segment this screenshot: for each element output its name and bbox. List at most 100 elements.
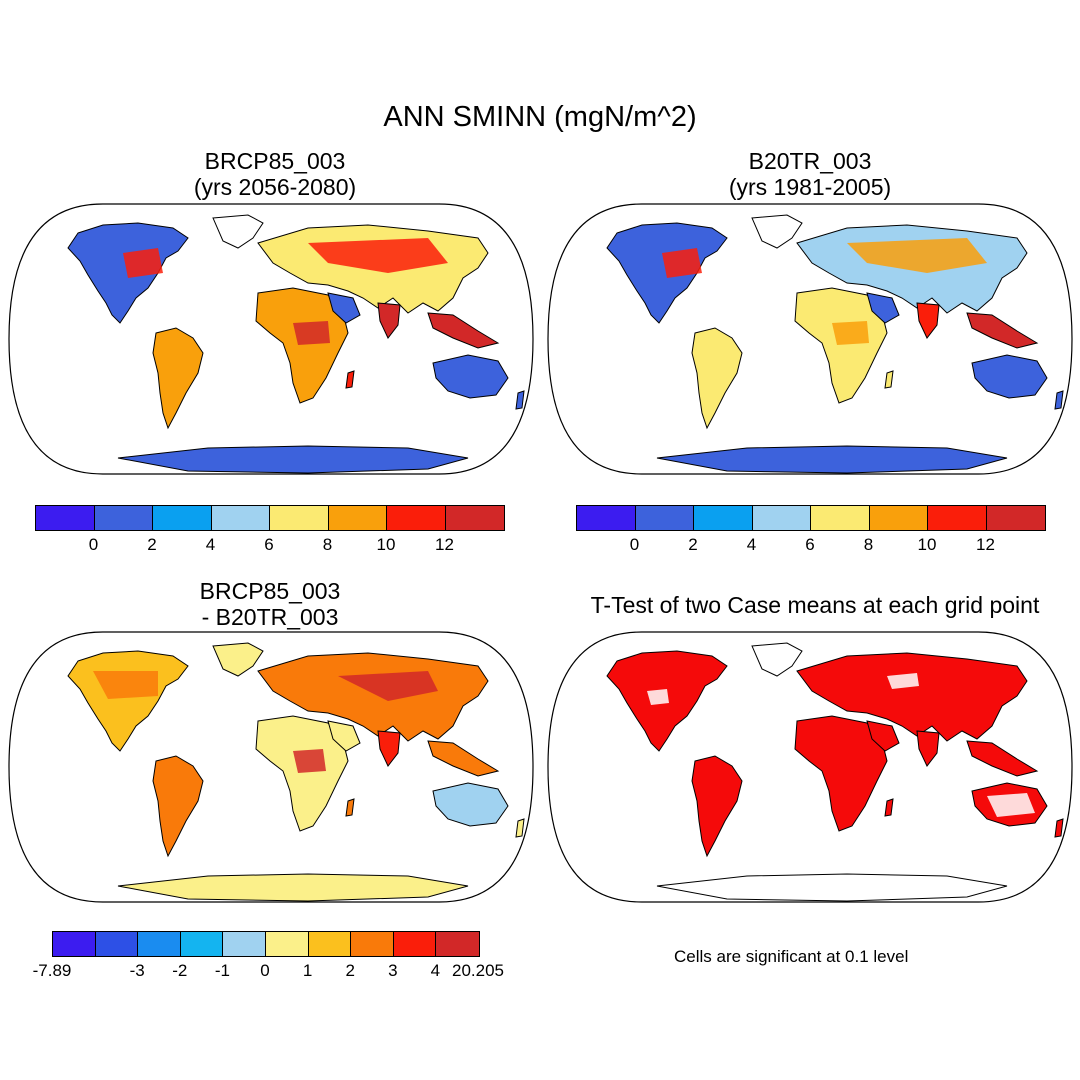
colorbar-panel-3 — [52, 931, 480, 957]
landmass-greenland — [751, 214, 803, 249]
landmass-madagascar — [345, 370, 355, 389]
field-patch-africa — [293, 321, 330, 345]
colorbar-tick-label: 2 — [345, 961, 355, 980]
panel-1-title-line2: (yrs 2056-2080) — [193, 174, 357, 200]
landmass-australia — [432, 782, 509, 827]
field-patch-eurasia — [308, 238, 448, 273]
landmass-nz — [1054, 390, 1064, 410]
colorbar-tick-label: 10 — [376, 535, 396, 554]
colorbar-panel-1 — [35, 505, 505, 531]
colorbar-swatch — [94, 506, 153, 530]
panel-2-title-line1: B20TR_003 — [748, 148, 872, 174]
landmass-nz — [1054, 818, 1064, 838]
colorbar-swatch — [180, 932, 224, 956]
colorbar-swatch — [928, 506, 987, 530]
colorbar-swatch — [577, 506, 636, 530]
colorbar-tick-label: -2 — [172, 961, 188, 980]
colorbar-panel-3-labels: -7.89 -3 -2 -1 0 1 2 3 4 20.205 — [33, 961, 504, 981]
landmass-madagascar — [884, 370, 894, 389]
colorbar-swatch — [635, 506, 694, 530]
colorbar-tick-label: -7.89 — [32, 961, 72, 980]
colorbar-swatch — [986, 506, 1045, 530]
field-patch-namerica — [647, 689, 669, 705]
landmass-australia — [971, 354, 1048, 399]
landmass-antarctica — [117, 873, 469, 902]
landmass-antarctica — [656, 873, 1008, 902]
field-patch-namerica — [123, 248, 163, 278]
panel-4-title: T-Test of two Case means at each grid po… — [555, 592, 1075, 618]
panel-3-title-line2: - B20TR_003 — [201, 604, 339, 630]
landmass-arabia — [866, 292, 900, 324]
colorbar-swatch — [387, 506, 446, 530]
landmass-seasia — [427, 312, 500, 349]
world-map — [547, 203, 1073, 475]
colorbar-swatch — [270, 506, 329, 530]
map-border — [8, 631, 534, 903]
colorbar-swatch — [153, 506, 212, 530]
field-patch-namerica — [93, 671, 158, 699]
map-border — [547, 203, 1073, 475]
colorbar-swatch — [211, 506, 270, 530]
colorbar-tick-label: 20.205 — [452, 961, 504, 980]
landmass-arabia — [327, 292, 361, 324]
colorbar-swatch — [811, 506, 870, 530]
colorbar-tick-label: 1 — [302, 961, 313, 980]
landmass-madagascar — [884, 798, 894, 817]
colorbar-tick-label: 2 — [147, 535, 157, 554]
map-panel-2 — [547, 203, 1073, 475]
colorbar-swatch — [393, 932, 437, 956]
colorbar-swatch — [694, 506, 753, 530]
colorbar-tick-label: -3 — [129, 961, 145, 980]
colorbar-panel-2 — [576, 505, 1046, 531]
map-panel-1 — [8, 203, 534, 475]
colorbar-swatch — [223, 932, 266, 956]
colorbar-swatch — [308, 932, 352, 956]
panel-2-title-line2: (yrs 1981-2005) — [728, 174, 892, 200]
landmass-greenland — [751, 642, 803, 677]
colorbar-swatch — [445, 506, 504, 530]
landmass-seasia — [966, 312, 1039, 349]
landmass-antarctica — [117, 445, 469, 474]
colorbar-swatch — [138, 932, 181, 956]
field-patch-africa — [293, 749, 326, 773]
panel-2-title: B20TR_003 (yrs 1981-2005) — [660, 148, 960, 200]
landmass-seasia — [427, 740, 500, 777]
colorbar-panel-1-labels: 0 2 4 6 8 10 12 — [35, 535, 503, 555]
landmass-nz — [515, 818, 525, 838]
figure-title: ANN SMINN (mgN/m^2) — [383, 101, 697, 133]
colorbar-tick-label: 2 — [688, 535, 698, 554]
panel-1-title: BRCP85_003 (yrs 2056-2080) — [125, 148, 425, 200]
map-panel-3 — [8, 631, 534, 903]
landmass-samerica — [152, 755, 204, 858]
colorbar-swatch — [265, 932, 309, 956]
landmass-greenland — [212, 642, 264, 677]
colorbar-tick-label: 4 — [205, 535, 216, 554]
landmass-nz — [515, 390, 525, 410]
field-patch-eurasia — [847, 238, 987, 273]
colorbar-tick-label: 0 — [260, 961, 270, 980]
colorbar-tick-label: 4 — [430, 961, 441, 980]
field-patch-eurasia — [338, 671, 438, 701]
panel-4-title-line1: T-Test of two Case means at each grid po… — [590, 592, 1040, 618]
colorbar-tick-label: 6 — [805, 535, 815, 554]
colorbar-tick-label: -1 — [214, 961, 230, 980]
colorbar-swatch — [351, 932, 394, 956]
colorbar-tick-label: 6 — [264, 535, 274, 554]
map-border — [547, 631, 1073, 903]
panel-3-title-line1: BRCP85_003 — [199, 578, 341, 604]
colorbar-panel-2-labels: 0 2 4 6 8 10 12 — [576, 535, 1044, 555]
landmass-madagascar — [345, 798, 355, 817]
landmass-arabia — [327, 720, 361, 752]
colorbar-swatch — [36, 506, 95, 530]
field-patch-australia — [987, 793, 1035, 817]
field-patch-namerica — [662, 248, 702, 278]
landmass-samerica — [152, 327, 204, 430]
colorbar-tick-label: 10 — [917, 535, 937, 554]
colorbar-tick-label: 0 — [629, 535, 640, 554]
colorbar-tick-label: 4 — [746, 535, 757, 554]
world-map — [547, 631, 1073, 903]
significance-note: Cells are significant at 0.1 level — [674, 947, 909, 966]
landmass-seasia — [966, 740, 1039, 777]
landmass-arabia — [866, 720, 900, 752]
landmass-greenland — [212, 214, 264, 249]
